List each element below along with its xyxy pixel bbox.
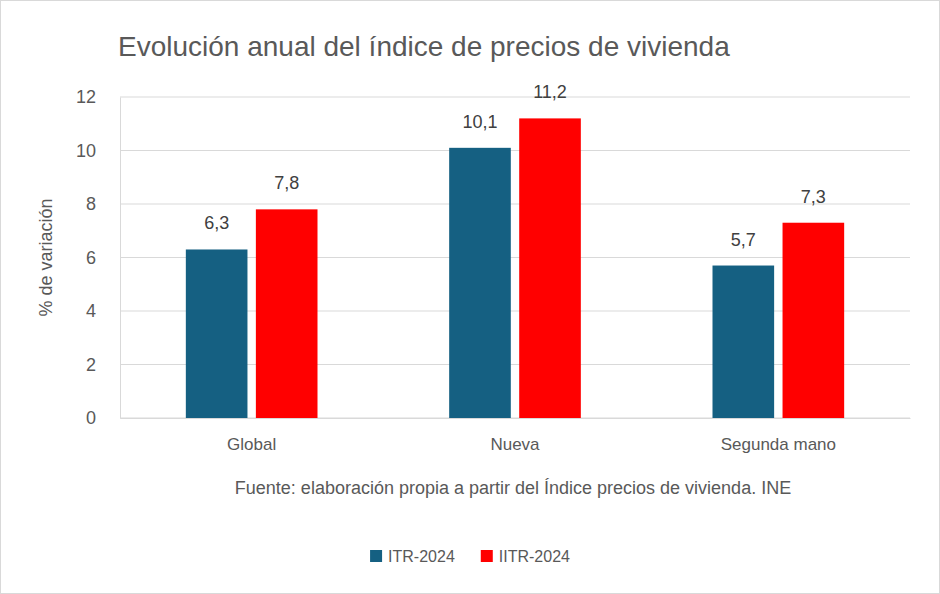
y-tick-label: 8 — [86, 194, 96, 214]
data-label: 7,3 — [801, 187, 826, 207]
chart-frame — [1, 1, 940, 594]
bar — [519, 118, 581, 418]
bar — [186, 249, 248, 418]
y-tick-label: 0 — [86, 408, 96, 428]
y-tick: 4 — [86, 301, 120, 321]
y-tick-label: 4 — [86, 301, 96, 321]
x-tick-label: Segunda mano — [721, 435, 836, 454]
data-label: 6,3 — [204, 213, 229, 233]
y-tick: 6 — [86, 248, 120, 268]
x-tick: Segunda mano — [721, 418, 836, 454]
bars — [186, 118, 844, 418]
data-label: 11,2 — [533, 82, 567, 102]
source-note: Fuente: elaboración propia a partir del … — [235, 478, 791, 498]
bar — [783, 223, 845, 418]
legend-item: ITR-2024 — [370, 548, 455, 565]
data-labels: 6,3 10,1 5,7 7,8 11,2 7,3 — [204, 82, 826, 249]
bar — [713, 266, 775, 418]
bar — [449, 148, 511, 418]
y-axis-title: % de variación — [36, 198, 56, 316]
grid — [120, 97, 910, 418]
legend: ITR-2024 IITR-2024 — [370, 548, 570, 565]
y-tick-label: 10 — [76, 141, 96, 161]
chart: 0 2 4 6 8 10 12 Global Nueva Segunda mano 6,3 10,1 5… — [0, 0, 940, 594]
y-tick: 0 — [86, 408, 120, 428]
legend-swatch — [370, 550, 382, 562]
data-label: 10,1 — [462, 112, 497, 132]
title: Evolución anual del índice de precios de… — [118, 31, 730, 62]
x-axis-line — [121, 418, 911, 419]
y-tick: 2 — [86, 355, 120, 375]
bar — [256, 209, 318, 418]
y-tick-label: 12 — [76, 87, 96, 107]
y-tick-label: 2 — [86, 355, 96, 375]
x-tick: Global — [227, 418, 276, 454]
x-axis: Global Nueva Segunda mano — [121, 418, 911, 454]
y-tick: 10 — [76, 141, 120, 161]
grid-line — [120, 97, 910, 98]
y-axis-line — [120, 98, 121, 419]
y-tick: 8 — [86, 194, 120, 214]
data-label: 7,8 — [274, 173, 299, 193]
y-tick: 12 — [76, 87, 120, 107]
y-axis: 0 2 4 6 8 10 12 — [76, 87, 121, 428]
x-tick: Nueva — [490, 418, 540, 454]
x-tick-label: Global — [227, 435, 276, 454]
legend-swatch — [481, 550, 493, 562]
legend-item: IITR-2024 — [481, 548, 570, 565]
legend-label: IITR-2024 — [499, 548, 570, 565]
grid-line — [120, 150, 910, 151]
x-tick-label: Nueva — [490, 435, 540, 454]
legend-label: ITR-2024 — [388, 548, 455, 565]
y-tick-label: 6 — [86, 248, 96, 268]
data-label: 5,7 — [731, 230, 756, 250]
grid-line — [120, 204, 910, 205]
